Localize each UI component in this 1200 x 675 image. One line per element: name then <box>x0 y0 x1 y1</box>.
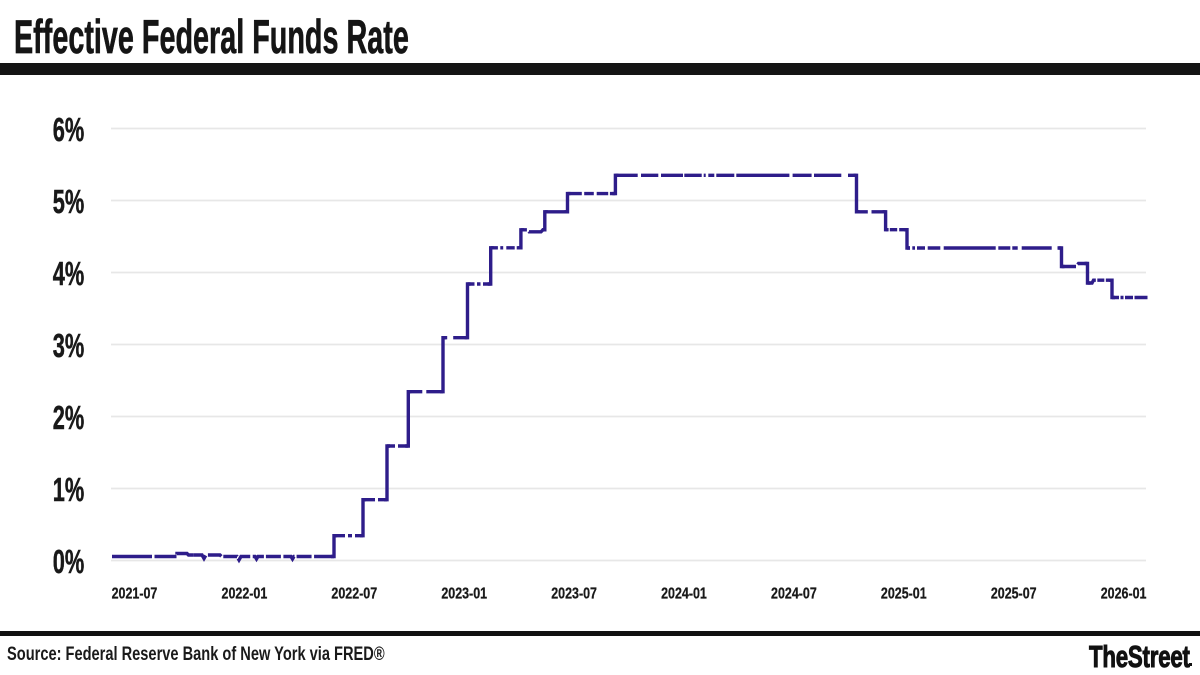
svg-text:2024-01: 2024-01 <box>661 585 707 603</box>
svg-text:1%: 1% <box>53 472 85 509</box>
svg-text:2025-07: 2025-07 <box>991 585 1037 603</box>
svg-text:2025-01: 2025-01 <box>881 585 927 603</box>
svg-text:2026-01: 2026-01 <box>1101 585 1147 603</box>
svg-text:2024-07: 2024-07 <box>771 585 817 603</box>
svg-text:3%: 3% <box>53 328 85 365</box>
svg-text:4%: 4% <box>53 256 85 293</box>
svg-text:2023-07: 2023-07 <box>551 585 597 603</box>
svg-text:2023-01: 2023-01 <box>441 585 487 603</box>
svg-text:2022-01: 2022-01 <box>222 585 268 603</box>
svg-text:2%: 2% <box>53 400 85 437</box>
svg-text:5%: 5% <box>53 184 85 221</box>
svg-text:0%: 0% <box>53 544 85 581</box>
svg-text:2022-07: 2022-07 <box>331 585 377 603</box>
svg-text:2021-07: 2021-07 <box>112 585 158 603</box>
svg-text:6%: 6% <box>53 112 85 149</box>
